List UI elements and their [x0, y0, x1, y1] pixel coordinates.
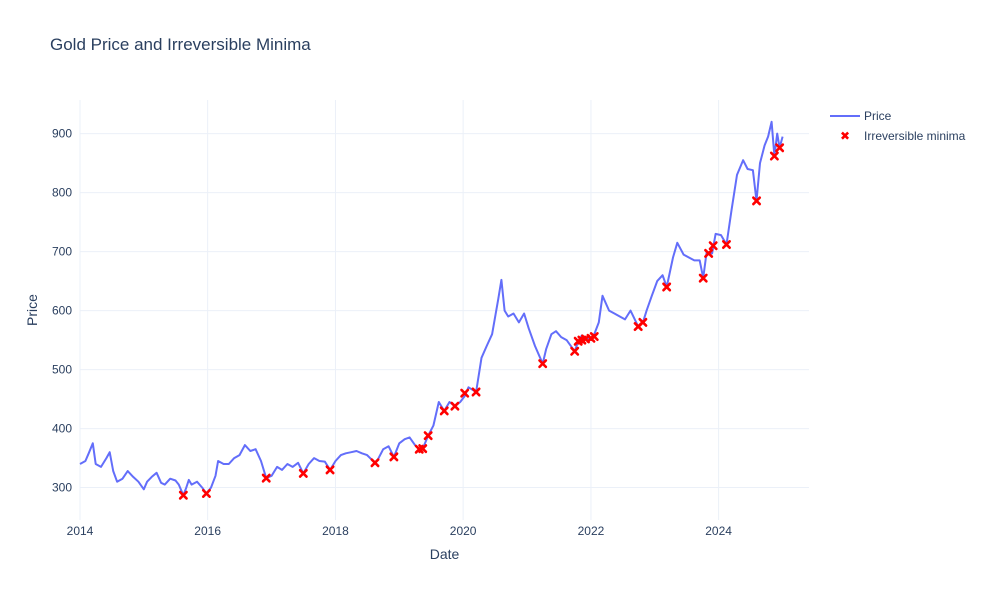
- minima-marker: [423, 431, 433, 441]
- minima-marker: [439, 406, 449, 416]
- minima-marker: [450, 401, 460, 411]
- minima-marker: [638, 317, 648, 327]
- minima-marker: [589, 332, 599, 342]
- y-tick-label: 700: [52, 245, 72, 259]
- chart-title: Gold Price and Irreversible Minima: [50, 35, 311, 54]
- legend[interactable]: Price ✖ Irreversible minima: [830, 106, 965, 146]
- x-tick-label: 2020: [450, 524, 477, 538]
- tick-label-layer: 300 400 500 600 700 800 900 2014 2016 2018 2020 202…: [52, 127, 732, 538]
- minima-marker: [769, 151, 779, 161]
- x-axis-title: Date: [430, 546, 460, 562]
- minima-marker: [298, 468, 308, 478]
- legend-x-marker-icon: ✖: [840, 129, 851, 143]
- y-tick-label: 500: [52, 363, 72, 377]
- x-tick-label: 2022: [578, 524, 605, 538]
- x-tick-label: 2014: [67, 524, 94, 538]
- plot-area: [80, 100, 809, 520]
- minima-marker: [325, 465, 335, 475]
- x-tick-label: 2024: [705, 524, 732, 538]
- y-axis-title: Price: [24, 294, 40, 326]
- minima-marker: [698, 273, 708, 283]
- y-tick-label: 900: [52, 127, 72, 141]
- minima-marker: [721, 240, 731, 250]
- minima-marker: [775, 143, 785, 153]
- legend-line-swatch: [830, 110, 860, 122]
- minima-marker: [261, 473, 271, 483]
- legend-item-price[interactable]: Price: [830, 106, 965, 126]
- y-tick-label: 400: [52, 422, 72, 436]
- minima-marker: [471, 387, 481, 397]
- minima-marker: [570, 346, 580, 356]
- minima-marker: [460, 388, 470, 398]
- grid-layer: [79, 100, 809, 520]
- x-tick-label: 2018: [322, 524, 349, 538]
- minima-marker: [178, 490, 188, 500]
- minima-marker: [538, 359, 548, 369]
- x-tick-label: 2016: [194, 524, 221, 538]
- minima-marker: [708, 241, 718, 251]
- minima-marker: [704, 248, 714, 258]
- minima-marker: [201, 488, 211, 498]
- minima-marker: [370, 458, 380, 468]
- legend-label-price: Price: [864, 109, 892, 123]
- y-tick-label: 600: [52, 304, 72, 318]
- minima-marker: [418, 444, 428, 454]
- y-tick-label: 800: [52, 186, 72, 200]
- legend-label-minima: Irreversible minima: [864, 129, 966, 143]
- minima-marker: [752, 196, 762, 206]
- minima-marker: [389, 452, 399, 462]
- marker-layer: [178, 143, 785, 500]
- minima-marker: [662, 282, 672, 292]
- legend-item-minima[interactable]: ✖ Irreversible minima: [830, 126, 965, 146]
- y-tick-label: 300: [52, 481, 72, 495]
